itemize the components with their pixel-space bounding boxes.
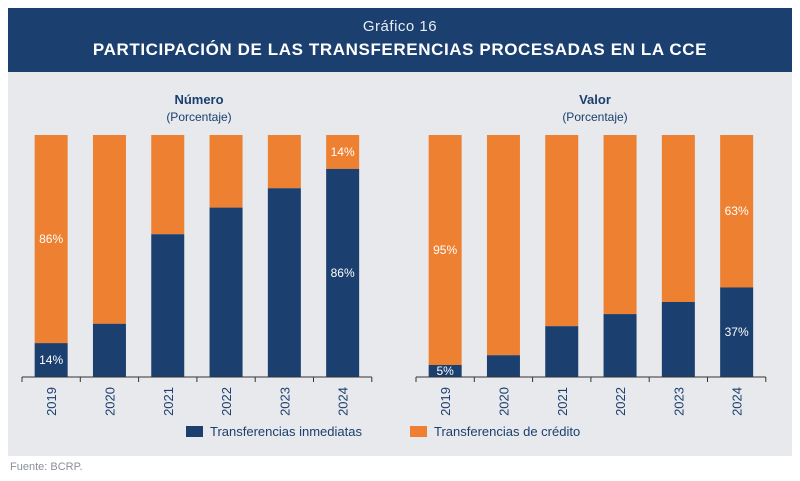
chart-kicker: Gráfico 16 <box>362 18 438 35</box>
bar-credito <box>267 135 301 189</box>
chart-2-title: Valor <box>579 92 611 107</box>
x-tick-label: 2022 <box>613 387 628 416</box>
data-label-inmediatas: 37% <box>725 325 749 339</box>
x-tick-label: 2024 <box>730 387 745 416</box>
chart-1-subtitle: (Porcentaje) <box>166 110 231 124</box>
bar-inmediatas <box>267 188 301 377</box>
bar-inmediatas <box>545 326 579 377</box>
bar-inmediatas <box>661 301 695 377</box>
bar-credito <box>603 135 637 315</box>
x-tick-label: 2019 <box>44 387 59 416</box>
chart-1-title: Número <box>174 92 223 107</box>
bar-inmediatas <box>720 287 754 377</box>
bar-credito <box>326 135 360 169</box>
x-tick-label: 2022 <box>219 387 234 416</box>
bar-credito <box>486 135 520 356</box>
bar-credito <box>661 135 695 302</box>
x-tick-label: 2020 <box>496 387 511 416</box>
x-tick-label: 2021 <box>555 387 570 416</box>
bar-credito <box>34 135 68 344</box>
bar-credito <box>720 135 754 288</box>
x-tick-label: 2019 <box>438 387 453 416</box>
data-label-inmediatas: 14% <box>39 353 63 367</box>
x-tick-label: 2020 <box>102 387 117 416</box>
bar-inmediatas <box>428 364 462 377</box>
bar-credito <box>428 135 462 365</box>
legend-swatch <box>186 426 203 437</box>
x-tick-label: 2023 <box>671 387 686 416</box>
data-label-credito: 86% <box>39 232 63 246</box>
data-label-credito: 14% <box>331 145 355 159</box>
bar-credito <box>545 135 579 327</box>
bar-inmediatas <box>151 234 185 377</box>
x-tick-label: 2021 <box>161 387 176 416</box>
chart-header: Gráfico 16 PARTICIPACIÓN DE LAS TRANSFER… <box>8 8 792 72</box>
bar-inmediatas <box>92 323 126 377</box>
charts-svg: Número (Porcentaje) 14% 86% 2019 2020 2021 2022… <box>21 92 767 439</box>
data-label-inmediatas: 5% <box>436 364 454 378</box>
x-tick-label: 2023 <box>277 387 292 416</box>
bar-inmediatas <box>486 355 520 377</box>
chart-panel: Número (Porcentaje) 14% 86% 2019 2020 2021 2022… <box>8 72 792 456</box>
x-tick-label: 2024 <box>336 387 351 416</box>
legend-swatch <box>410 426 427 437</box>
data-label-inmediatas: 86% <box>331 266 355 280</box>
bar-inmediatas <box>603 314 637 377</box>
chart-2-subtitle: (Porcentaje) <box>562 110 627 124</box>
bar-credito <box>92 135 126 324</box>
data-label-credito: 95% <box>433 243 457 257</box>
bar-credito <box>151 135 185 235</box>
bar-inmediatas <box>209 207 243 377</box>
bar-inmediatas <box>326 168 360 377</box>
source-note: Fuente: BCRP. <box>10 461 83 473</box>
legend-label: Transferencias de crédito <box>434 424 580 439</box>
bar-credito <box>209 135 243 208</box>
legend-label: Transferencias inmediatas <box>210 424 362 439</box>
chart-main-title: PARTICIPACIÓN DE LAS TRANSFERENCIAS PROC… <box>92 40 708 59</box>
bar-inmediatas <box>34 343 68 377</box>
data-label-credito: 63% <box>725 204 749 218</box>
